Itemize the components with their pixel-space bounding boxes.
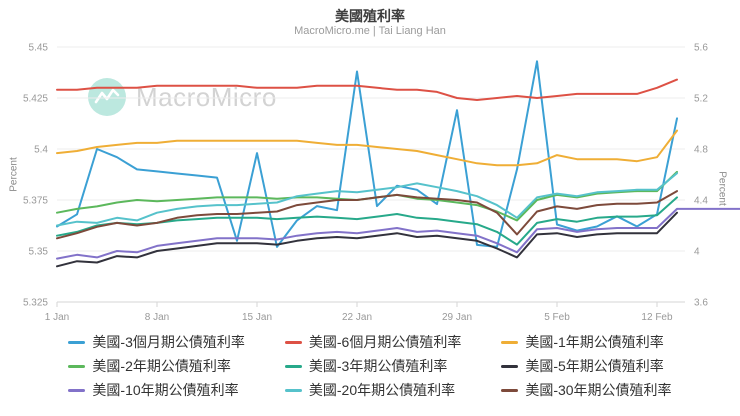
legend-label: 美國-1年期公債殖利率 (525, 334, 664, 350)
series-line-us-2y (56, 170, 678, 222)
legend-label: 美國-20年期公債殖利率 (308, 382, 456, 398)
series-line-us-30y (56, 190, 678, 240)
x-axis-tick-label: 5 Feb (544, 312, 570, 323)
x-axis-tick-label: 12 Feb (641, 312, 673, 323)
legend-marker-us-2y (68, 364, 86, 368)
page-title: 美國殖利率 (335, 8, 405, 24)
right-axis-tick-label: 5.6 (694, 43, 708, 54)
legend-label: 美國-3年期公債殖利率 (308, 358, 448, 374)
legend-marker-us-1y (501, 340, 519, 344)
legend-label: 美國-30年期公債殖利率 (525, 382, 672, 398)
legend-marker-us-6m (284, 340, 302, 344)
legend-label: 美國-5年期公債殖利率 (525, 358, 664, 374)
legend-label: 美國-3個月期公債殖利率 (92, 334, 245, 350)
legend-item-us-1y[interactable]: 美國-1年期公債殖利率 (501, 331, 671, 353)
series-line-us-5y (56, 211, 678, 268)
left-axis-tick-label: 5.35 (29, 247, 49, 258)
legend-item-us-20y[interactable]: 美國-20年期公債殖利率 (284, 379, 461, 401)
x-axis-tick-label: 8 Jan (145, 312, 169, 323)
chart-legend: 美國-3個月期公債殖利率 美國-6個月期公債殖利率 美國-1年期公債殖利率美國-2年… (0, 331, 740, 401)
right-axis-tick-label: 3.6 (694, 298, 708, 309)
legend-marker-us-30y (501, 388, 519, 392)
right-axis-tick-label: 5.2 (694, 94, 708, 105)
legend-label: 美國-2年期公債殖利率 (92, 358, 231, 374)
legend-label: 美國-6個月期公債殖利率 (308, 334, 462, 350)
left-axis-tick-label: 5.45 (29, 43, 49, 54)
yield-line-chart[interactable]: 5.45 5.425 5.4 5.375 5.35 5.325 5.6 5.2 4.8 4.4 4 3… (0, 0, 740, 330)
x-axis-tick-label: 29 Jan (442, 312, 472, 323)
legend-marker-us-10y (68, 388, 86, 392)
right-axis-tick-label: 4.4 (694, 196, 708, 207)
series-line-us-20y (56, 172, 678, 227)
legend-item-us-2y[interactable]: 美國-2年期公債殖利率 (68, 355, 244, 377)
series-line-us-10y (56, 207, 678, 260)
series-line-us-3m (56, 60, 678, 248)
x-axis-tick-label: 22 Jan (342, 312, 372, 323)
legend-item-us-10y[interactable]: 美國-10年期公債殖利率 (68, 379, 244, 401)
chart-subtitle: MacroMicro.me | Tai Liang Han (294, 25, 446, 37)
legend-item-us-6m[interactable]: 美國-6個月期公債殖利率 (284, 331, 462, 353)
left-axis-tick-label: 5.4 (34, 145, 48, 156)
right-axis-tick-label: 4.8 (694, 145, 708, 156)
legend-marker-us-3m (68, 340, 86, 344)
left-axis-tick-label: 5.325 (23, 298, 48, 309)
legend-item-us-30y[interactable]: 美國-30年期公債殖利率 (501, 379, 672, 401)
x-axis-tick-label: 1 Jan (45, 312, 69, 323)
legend-marker-us-20y (284, 388, 302, 392)
legend-marker-us-3y (284, 364, 302, 368)
legend-item-us-3m[interactable]: 美國-3個月期公債殖利率 (68, 331, 245, 353)
legend-marker-us-5y (501, 364, 519, 368)
series-line-us-1y (56, 129, 678, 167)
right-axis-tick-label: 4 (694, 247, 700, 258)
legend-label: 美國-10年期公債殖利率 (92, 382, 239, 398)
left-axis-tick-label: 5.425 (23, 94, 48, 105)
legend-item-us-3y[interactable]: 美國-3年期公債殖利率 (284, 355, 461, 377)
x-axis-tick-label: 15 Jan (242, 312, 272, 323)
series-line-us-6m (56, 78, 678, 101)
left-axis-tick-label: 5.375 (23, 196, 48, 207)
legend-item-us-5y[interactable]: 美國-5年期公債殖利率 (501, 355, 671, 377)
